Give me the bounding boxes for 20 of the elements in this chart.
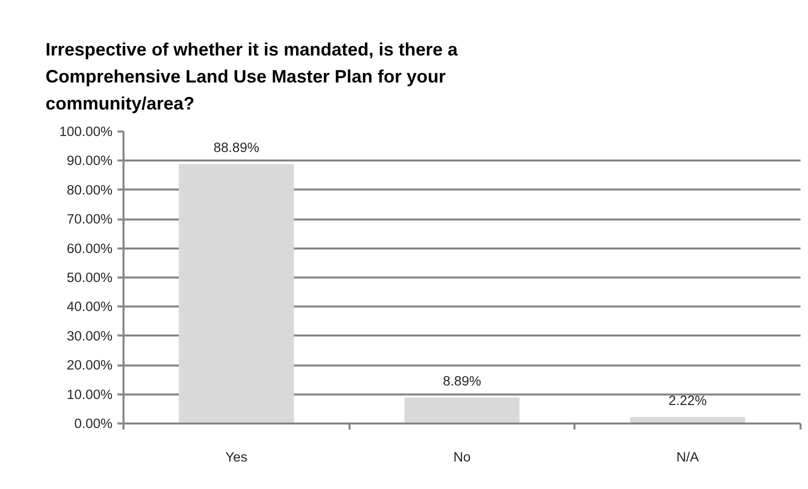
y-tick-label: 10.00% <box>66 386 113 402</box>
y-tick-label: 20.00% <box>66 358 113 373</box>
y-tick-label: 30.00% <box>66 328 113 344</box>
x-tick-label: Yes <box>225 450 248 464</box>
y-tick-label: 100.00% <box>59 124 112 139</box>
chart-title: Irrespective of whether it is mandated, is there a Comprehensive Land Use Master Plan for your community/area? <box>46 40 459 114</box>
bar <box>178 164 294 424</box>
y-tick-label: 0.00% <box>74 416 113 431</box>
y-tick-label: 90.00% <box>66 153 113 168</box>
y-tick-label: 50.00% <box>66 270 113 285</box>
x-tick-label: N/A <box>676 450 699 464</box>
y-tick-label: 60.00% <box>66 240 113 256</box>
y-tick-label: 70.00% <box>66 212 113 227</box>
x-tick-label: No <box>453 450 471 464</box>
data-label: 88.89% <box>213 140 260 155</box>
y-tick-label: 80.00% <box>66 182 113 198</box>
data-label: 2.22% <box>668 393 707 408</box>
data-label: 8.89% <box>442 374 482 389</box>
y-tick-label: 40.00% <box>66 299 113 314</box>
bar <box>404 398 520 424</box>
